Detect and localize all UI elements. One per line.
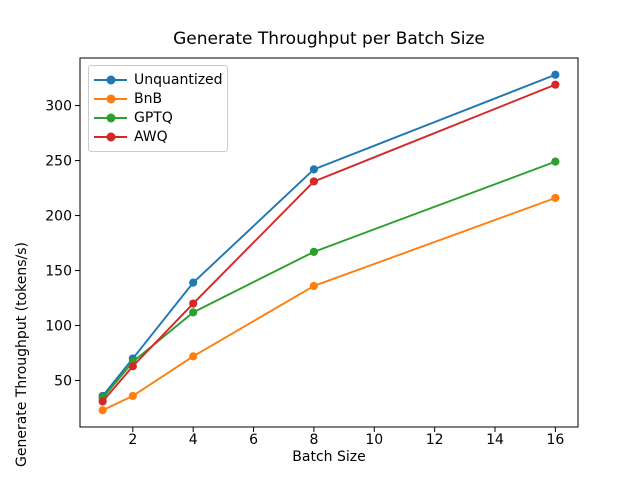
series-line-bnb xyxy=(102,197,556,412)
x-tick-label: 12 xyxy=(426,432,444,448)
marker-awq xyxy=(189,299,198,308)
x-axis-label: Batch Size xyxy=(292,449,366,465)
marker-awq xyxy=(309,177,319,186)
legend-item-awq: AWQ xyxy=(94,128,221,147)
marker-bnb xyxy=(189,352,198,361)
marker-bnb xyxy=(128,391,137,401)
chart-title: Generate Throughput per Batch Size xyxy=(173,29,485,49)
x-tick-label: 4 xyxy=(189,432,198,448)
legend-line-marker-icon xyxy=(94,130,127,144)
legend-line-marker-icon xyxy=(94,92,127,106)
marker-unquantized xyxy=(309,165,319,174)
y-tick-label: 250 xyxy=(45,154,72,170)
y-tick-label: 50 xyxy=(54,374,72,390)
legend-line-marker-icon xyxy=(94,73,127,87)
x-tick-label: 14 xyxy=(486,432,504,448)
x-tick-label: 8 xyxy=(309,432,318,448)
x-tick-label: 6 xyxy=(249,432,258,448)
x-tick-label: 16 xyxy=(546,432,564,448)
y-axis-label-text: Generate Throughput (tokens/s) xyxy=(14,241,30,467)
marker-awq xyxy=(98,397,107,406)
marker-gptq xyxy=(189,308,198,317)
x-tick-label: 10 xyxy=(365,432,383,448)
legend-label: Unquantized xyxy=(134,71,223,88)
y-tick-label: 150 xyxy=(45,264,72,280)
marker-bnb xyxy=(98,406,107,415)
x-tick-label: 2 xyxy=(128,432,137,448)
y-tick-label: 100 xyxy=(45,319,72,335)
marker-bnb xyxy=(551,193,560,203)
legend-label: AWQ xyxy=(134,129,168,146)
legend: Unquantized BnB GPTQ AWQ xyxy=(88,65,228,152)
marker-gptq xyxy=(551,157,560,166)
marker-bnb xyxy=(309,281,319,291)
legend-item-bnb: BnB xyxy=(94,89,221,108)
marker-gptq xyxy=(309,247,319,256)
legend-item-unquantized: Unquantized xyxy=(94,70,223,89)
y-tick-label: 200 xyxy=(45,209,72,225)
marker-unquantized xyxy=(551,70,560,79)
legend-label: GPTQ xyxy=(134,110,173,127)
legend-item-gptq: GPTQ xyxy=(94,109,221,128)
legend-line-marker-icon xyxy=(94,111,127,125)
marker-awq xyxy=(551,80,560,89)
marker-unquantized xyxy=(189,278,198,287)
marker-awq xyxy=(128,362,137,371)
legend-label: BnB xyxy=(134,90,163,107)
y-tick-label: 300 xyxy=(45,99,72,115)
plot-border xyxy=(79,57,579,428)
